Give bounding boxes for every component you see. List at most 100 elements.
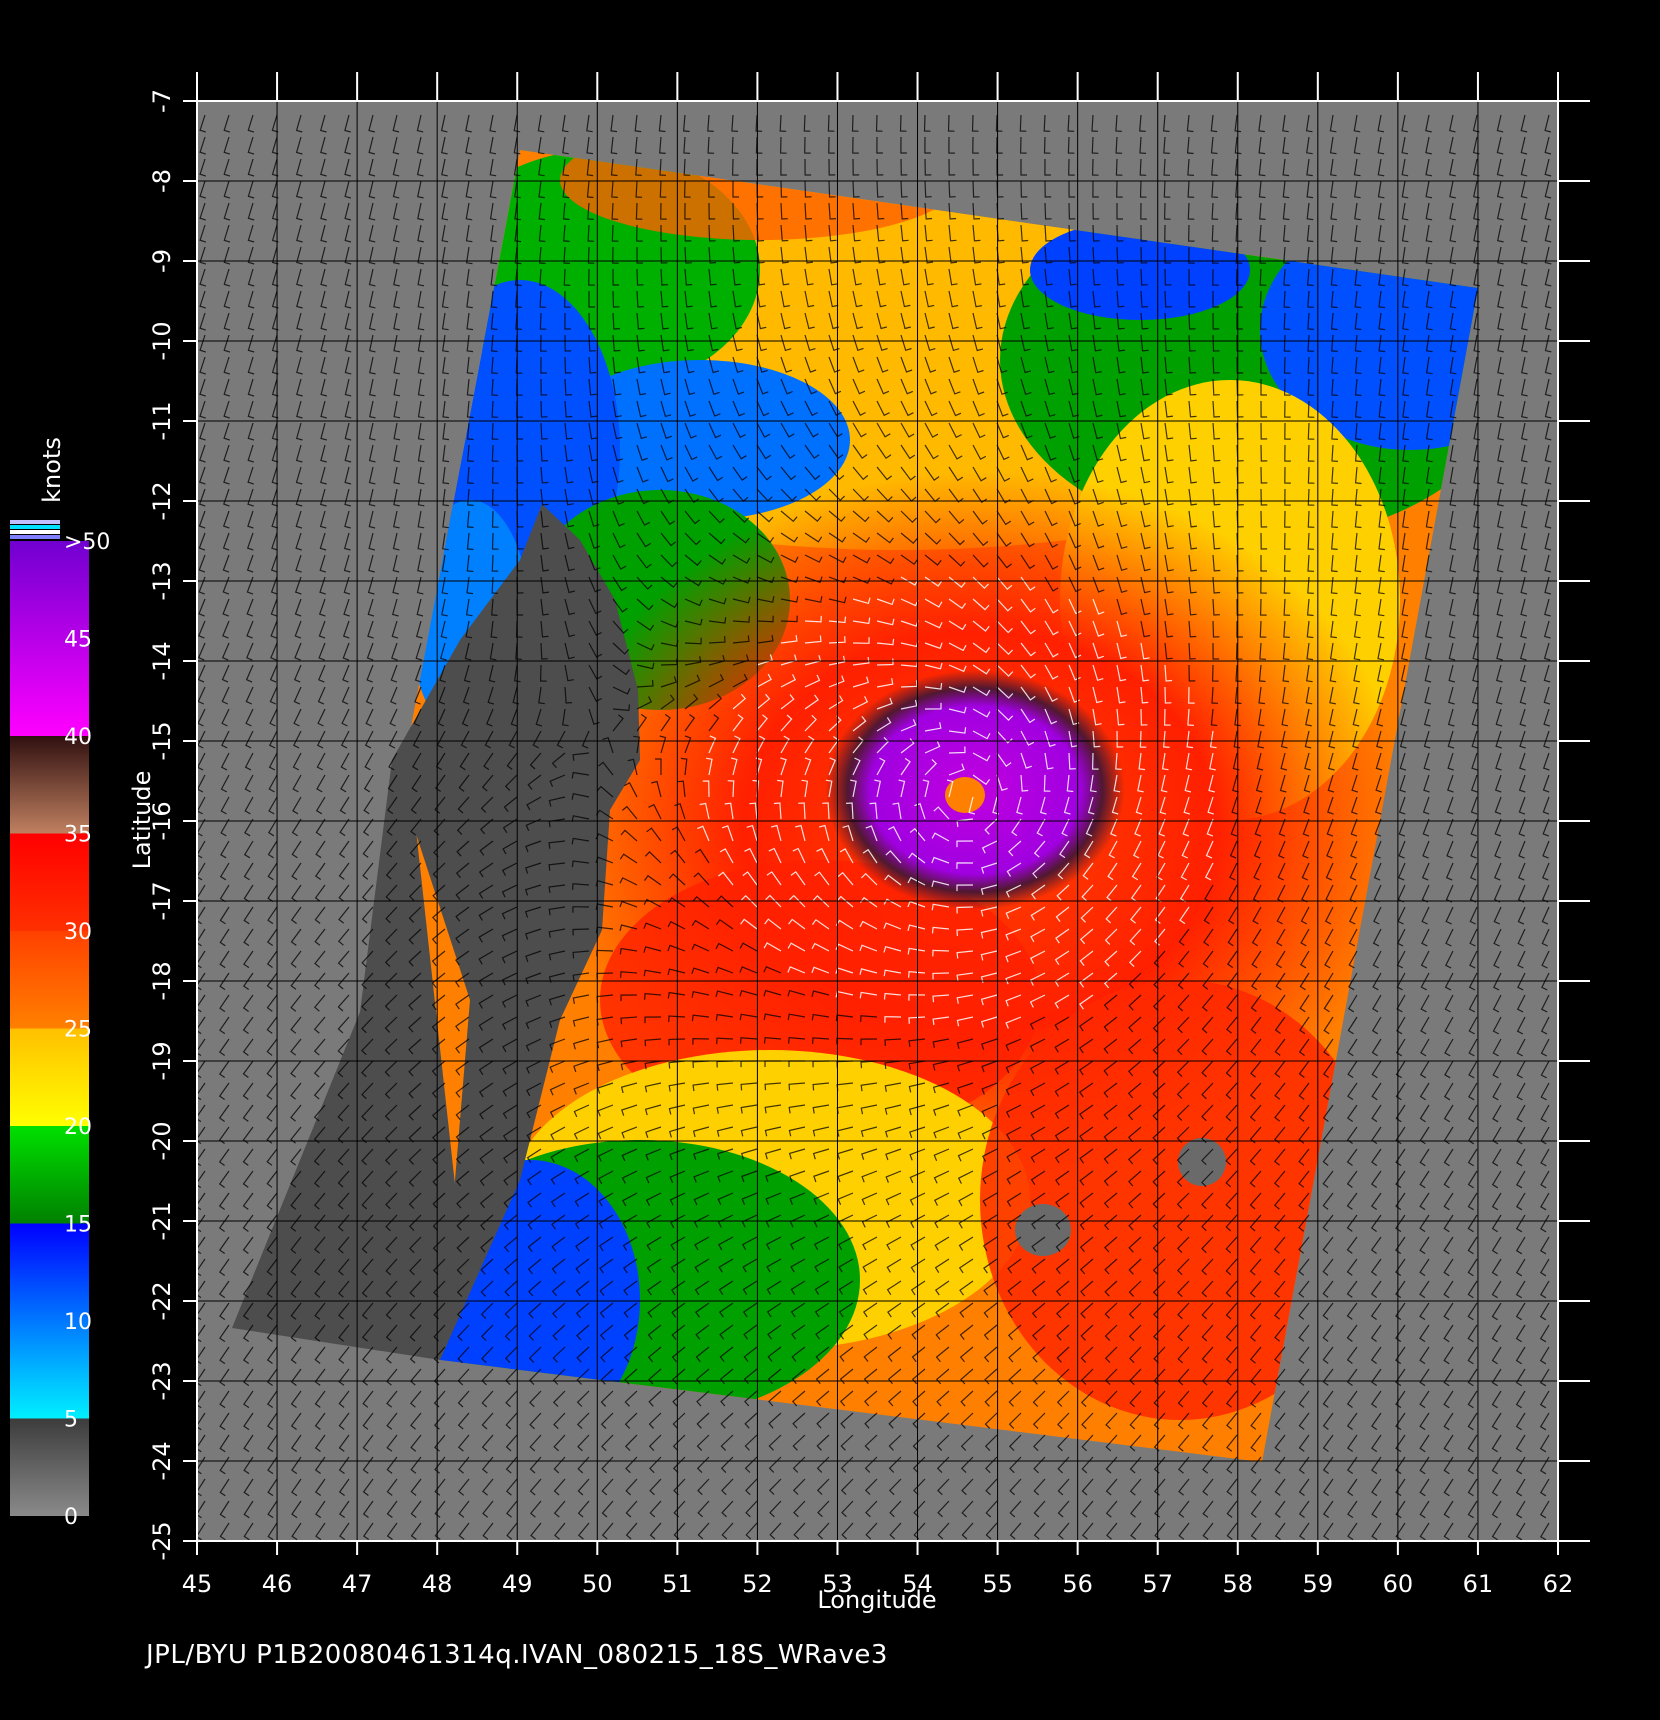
wind-barb	[957, 1148, 974, 1162]
wind-barb	[1544, 466, 1552, 485]
wind-barb	[1370, 1192, 1382, 1210]
wind-barb	[290, 972, 302, 990]
wind-barb	[1188, 620, 1197, 638]
wind-barb	[1078, 1016, 1094, 1032]
wind-barb	[741, 1170, 758, 1183]
wind-barb	[242, 1214, 254, 1232]
wind-barb	[1371, 1148, 1382, 1167]
wind-barb	[1420, 1038, 1430, 1057]
wind-barb	[478, 1038, 494, 1053]
wind-barb	[199, 290, 206, 309]
wind-barb	[1260, 466, 1268, 484]
wind-barb	[956, 884, 974, 892]
wind-barb	[1212, 378, 1220, 396]
wind-barb	[972, 158, 980, 176]
wind-barb	[1395, 1522, 1406, 1541]
wind-barb	[1206, 818, 1214, 837]
wind-barb	[837, 871, 854, 886]
wind-barb	[197, 1478, 206, 1497]
wind-barb	[1443, 1390, 1454, 1409]
wind-barb	[243, 928, 254, 947]
wind-barb	[1322, 1346, 1334, 1364]
wind-barb	[1068, 268, 1077, 286]
wind-barb	[732, 422, 746, 439]
wind-barb	[393, 400, 401, 419]
wind-barb	[860, 1082, 878, 1092]
wind-barb	[732, 510, 750, 523]
wind-barb	[804, 532, 823, 543]
wind-barb	[1043, 114, 1051, 132]
wind-barb	[340, 774, 350, 793]
wind-barb	[553, 1434, 566, 1452]
wind-barb	[573, 1060, 590, 1073]
wind-barb	[1325, 862, 1334, 881]
wind-barb	[1044, 730, 1056, 748]
wind-barb	[1322, 1236, 1334, 1254]
wind-barb	[746, 824, 758, 842]
wind-barb	[562, 136, 569, 155]
wind-barb	[972, 642, 990, 654]
wind-barb	[600, 1346, 614, 1363]
wind-barb	[910, 1258, 926, 1273]
wind-barb	[1540, 994, 1550, 1013]
wind-barb	[290, 1148, 302, 1166]
wind-barb	[612, 620, 629, 634]
wind-barb	[1225, 1236, 1238, 1254]
wind-barb	[1354, 510, 1362, 529]
wind-barb	[1470, 862, 1478, 881]
wind-barb	[386, 818, 398, 836]
wind-barb	[338, 1302, 350, 1320]
wind-barb	[864, 1434, 878, 1451]
wind-barb	[478, 906, 494, 921]
wind-barb	[417, 488, 425, 507]
wind-barb	[1350, 796, 1358, 815]
wind-barb	[876, 697, 893, 710]
wind-barb	[271, 180, 279, 199]
wind-barb	[365, 708, 374, 727]
wind-barb	[528, 1346, 542, 1363]
wind-barb	[223, 158, 231, 177]
wind-barb	[392, 158, 400, 177]
wind-barb	[295, 510, 303, 529]
wind-barb	[342, 642, 350, 661]
wind-barb	[1425, 488, 1433, 507]
wind-barb	[1306, 136, 1313, 155]
wind-barb	[636, 356, 646, 374]
wind-barb	[242, 972, 254, 990]
wind-barb	[1469, 928, 1478, 947]
wind-barb	[790, 1280, 806, 1295]
wind-barb	[243, 906, 254, 925]
wind-barb	[457, 796, 470, 814]
wind-barb	[1327, 796, 1334, 815]
wind-barb	[1370, 1302, 1382, 1320]
wind-barb	[984, 1434, 998, 1452]
wind-barb	[197, 1258, 206, 1277]
wind-barb	[1346, 1302, 1358, 1320]
wind-barb	[597, 1104, 614, 1117]
wind-barb	[1329, 114, 1337, 133]
wind-barb	[218, 1214, 230, 1232]
wind-barb	[271, 114, 279, 133]
wind-barb	[1153, 1346, 1166, 1364]
wind-barb	[884, 874, 902, 886]
wind-barb	[1164, 576, 1174, 594]
wind-barb	[1396, 994, 1406, 1013]
wind-barb	[575, 1302, 590, 1319]
wind-barb	[876, 510, 894, 523]
wind-barb	[1422, 840, 1430, 859]
wind-barb	[320, 136, 327, 155]
wind-barb	[410, 1478, 422, 1496]
wind-barb	[612, 246, 619, 264]
wind-barb	[1020, 312, 1031, 330]
wind-barb	[909, 827, 926, 842]
wind-barb	[828, 655, 846, 666]
wind-barb	[361, 994, 374, 1012]
wind-barb	[828, 532, 847, 543]
wind-barb	[1353, 620, 1361, 639]
wind-barb	[1425, 268, 1433, 287]
wind-barb	[221, 664, 230, 683]
wind-barb	[900, 554, 919, 566]
wind-barb	[812, 1037, 830, 1044]
wind-barb	[780, 714, 793, 732]
wind-barb	[1140, 532, 1151, 550]
